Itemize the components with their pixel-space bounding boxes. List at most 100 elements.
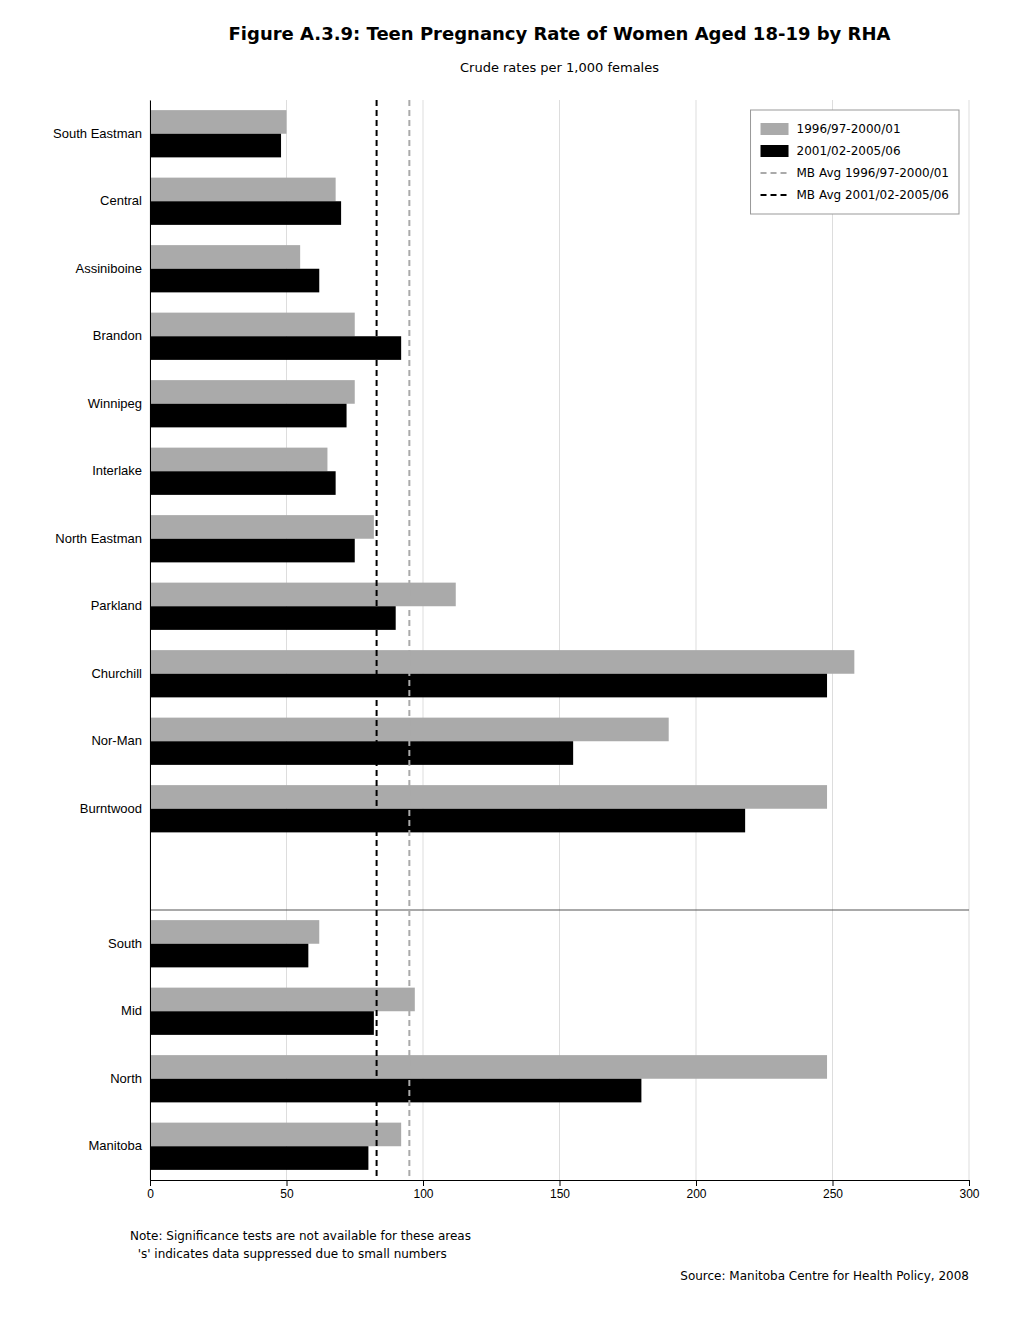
- bar: [150, 269, 319, 293]
- marks: [150, 100, 854, 1180]
- y-tick: Burntwood: [80, 801, 150, 816]
- bar: [150, 448, 327, 472]
- bar: [150, 471, 336, 495]
- y-axis: South Eastman Central Assiniboine Brandon Wi…: [53, 101, 150, 1181]
- legend-label: MB Avg 1996/97-2000/01: [797, 166, 949, 180]
- x-axis: 0 50 100 150 200 250 300: [147, 1180, 980, 1201]
- bar: [150, 245, 300, 269]
- legend: 1996/97-2000/01 2001/02-2005/06 MB Avg 199…: [751, 110, 959, 214]
- x-tick-mark: [696, 1180, 697, 1186]
- source: Source: Manitoba Centre for Health Polic…: [680, 1269, 969, 1283]
- bar: [150, 741, 573, 765]
- chart-svg: Figure A.3.9: Teen Pregnancy Rate of Wom…: [0, 0, 1019, 1320]
- y-tick: Interlake: [92, 463, 150, 478]
- x-tick-label: 250: [823, 1187, 843, 1201]
- x-tick-label: 50: [280, 1187, 294, 1201]
- bar: [150, 944, 308, 968]
- x-tick: 150: [550, 1180, 570, 1201]
- reference-line: [408, 100, 410, 1180]
- y-tick: Central: [100, 193, 150, 208]
- y-axis-line: [150, 101, 151, 1181]
- legend-label: 1996/97-2000/01: [797, 122, 901, 136]
- y-tick-label: South Eastman: [53, 126, 142, 141]
- legend-swatch: [761, 123, 789, 135]
- y-tick-label: Brandon: [93, 328, 142, 343]
- bar-series: [150, 134, 827, 1170]
- bar: [150, 920, 319, 944]
- y-tick-label: Assiniboine: [76, 261, 143, 276]
- bar: [150, 515, 374, 539]
- bar: [150, 201, 341, 225]
- y-tick: Manitoba: [89, 1138, 150, 1153]
- y-tick: Assiniboine: [76, 261, 151, 276]
- bar: [150, 1011, 374, 1035]
- group-separators: [150, 910, 969, 911]
- grid-line: [969, 100, 970, 1180]
- legend-item: MB Avg 1996/97-2000/01: [761, 166, 949, 180]
- bar: [150, 1055, 827, 1079]
- y-tick-label: Mid: [121, 1003, 142, 1018]
- x-tick: 200: [686, 1180, 706, 1201]
- x-tick-label: 300: [959, 1187, 979, 1201]
- legend-item: 2001/02-2005/06: [761, 144, 901, 158]
- x-tick-mark: [150, 1180, 151, 1186]
- bar: [150, 313, 355, 337]
- bar: [150, 785, 827, 809]
- x-tick: 0: [147, 1180, 154, 1201]
- y-tick: North Eastman: [55, 531, 150, 546]
- bar: [150, 404, 347, 428]
- y-tick: Brandon: [93, 328, 150, 343]
- y-tick: Mid: [121, 1003, 150, 1018]
- bar: [150, 178, 336, 202]
- grid-line: [696, 100, 697, 1180]
- y-tick: South Eastman: [53, 126, 150, 141]
- y-tick-label: Churchill: [91, 666, 142, 681]
- bar: [150, 650, 854, 674]
- grid-line: [423, 100, 424, 1180]
- reference-line: [376, 100, 378, 1180]
- bar: [150, 809, 745, 833]
- legend-label: 2001/02-2005/06: [797, 144, 901, 158]
- x-tick: 250: [823, 1180, 843, 1201]
- bar: [150, 539, 355, 563]
- legend-label: MB Avg 2001/02-2005/06: [797, 188, 949, 202]
- bar: [150, 1079, 641, 1103]
- y-tick-label: Winnipeg: [88, 396, 142, 411]
- legend-swatch: [761, 145, 789, 157]
- bar: [150, 674, 827, 698]
- y-tick-label: North: [110, 1071, 142, 1086]
- y-tick-label: South: [108, 936, 142, 951]
- y-tick-label: North Eastman: [55, 531, 142, 546]
- y-tick-label: Nor-Man: [91, 733, 142, 748]
- reference-lines: [377, 100, 410, 1180]
- x-tick-label: 150: [550, 1187, 570, 1201]
- x-tick: 100: [413, 1180, 433, 1201]
- bar: [150, 1146, 368, 1170]
- x-tick: 50: [280, 1180, 294, 1201]
- subtitle: Crude rates per 1,000 females: [460, 60, 659, 75]
- x-tick-mark: [969, 1180, 970, 1186]
- legend-item: 1996/97-2000/01: [761, 122, 901, 136]
- y-tick-label: Central: [100, 193, 142, 208]
- bar: [150, 380, 355, 404]
- note: 's' indicates data suppressed due to sma…: [130, 1247, 447, 1261]
- legend-box: [751, 110, 959, 214]
- x-tick-mark: [560, 1180, 561, 1186]
- bar: [150, 988, 415, 1012]
- x-tick: 300: [959, 1180, 979, 1201]
- y-tick: North: [110, 1071, 150, 1086]
- grid-line: [559, 100, 560, 1180]
- group-separator: [150, 910, 969, 911]
- legend-item: MB Avg 2001/02-2005/06: [761, 188, 949, 202]
- legend-line: [761, 194, 789, 196]
- legend-line: [761, 172, 789, 174]
- x-tick-label: 0: [147, 1187, 154, 1201]
- plot-area: 0 50 100 150 200 250 300 South Eastman Central As…: [53, 100, 980, 1201]
- bar: [150, 1123, 401, 1147]
- y-tick: Churchill: [91, 666, 150, 681]
- x-tick-mark: [287, 1180, 288, 1186]
- bar-series: [150, 110, 854, 1146]
- title: Figure A.3.9: Teen Pregnancy Rate of Wom…: [229, 23, 891, 44]
- y-tick-label: Parkland: [91, 598, 142, 613]
- bar: [150, 606, 396, 630]
